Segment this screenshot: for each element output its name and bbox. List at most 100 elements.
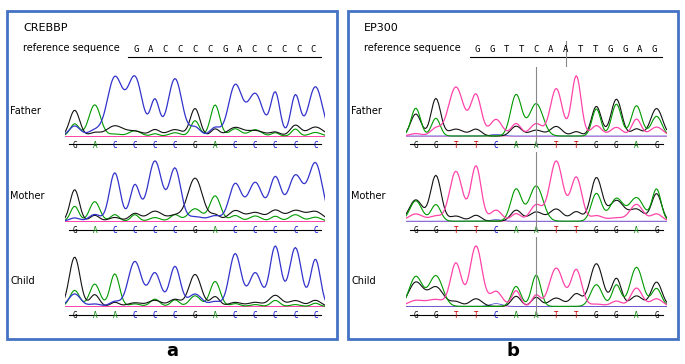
Text: C: C (153, 141, 158, 150)
Text: C: C (494, 311, 499, 320)
Text: C: C (163, 45, 169, 54)
Text: T: T (574, 311, 579, 320)
Text: A: A (514, 141, 519, 150)
Text: A: A (514, 226, 519, 235)
Text: EP300: EP300 (364, 23, 399, 33)
Text: T: T (519, 45, 524, 54)
Text: C: C (153, 311, 158, 320)
Text: G: G (614, 226, 619, 235)
Text: C: C (253, 311, 258, 320)
Text: T: T (578, 45, 584, 54)
Text: C: C (132, 226, 137, 235)
Text: A: A (92, 226, 97, 235)
Text: G: G (192, 141, 197, 150)
Text: Mother: Mother (351, 191, 386, 201)
Text: reference sequence: reference sequence (364, 43, 461, 53)
Text: G: G (192, 311, 197, 320)
Text: C: C (313, 311, 318, 320)
Text: A: A (92, 311, 97, 320)
Text: C: C (173, 311, 177, 320)
Text: T: T (593, 45, 598, 54)
Text: G: G (608, 45, 613, 54)
Text: C: C (293, 311, 298, 320)
Text: G: G (222, 45, 227, 54)
Text: C: C (112, 141, 117, 150)
Text: A: A (534, 141, 538, 150)
Text: C: C (173, 226, 177, 235)
Text: C: C (173, 141, 177, 150)
Text: A: A (213, 226, 217, 235)
Text: G: G (434, 226, 438, 235)
Text: G: G (73, 311, 77, 320)
Text: G: G (73, 141, 77, 150)
Text: G: G (594, 141, 599, 150)
Text: G: G (489, 45, 495, 54)
Text: a: a (166, 343, 178, 360)
Text: C: C (177, 45, 183, 54)
Text: C: C (253, 141, 258, 150)
Text: Mother: Mother (10, 191, 45, 201)
Text: T: T (473, 311, 478, 320)
Text: C: C (233, 226, 238, 235)
Text: C: C (534, 45, 539, 54)
Text: G: G (414, 311, 418, 320)
Text: T: T (554, 141, 558, 150)
FancyBboxPatch shape (7, 11, 337, 339)
Text: C: C (282, 45, 286, 54)
Text: C: C (132, 311, 137, 320)
Text: C: C (273, 311, 277, 320)
Text: G: G (414, 226, 418, 235)
Text: C: C (313, 226, 318, 235)
Text: C: C (251, 45, 257, 54)
Text: C: C (266, 45, 272, 54)
Text: C: C (132, 141, 137, 150)
Text: T: T (574, 226, 579, 235)
Text: C: C (273, 226, 277, 235)
Text: A: A (534, 311, 538, 320)
Text: A: A (563, 45, 569, 54)
Text: G: G (594, 311, 599, 320)
Text: A: A (112, 311, 117, 320)
Text: Father: Father (10, 106, 41, 116)
Text: C: C (253, 226, 258, 235)
Text: A: A (634, 226, 639, 235)
Text: G: G (614, 141, 619, 150)
Text: G: G (434, 141, 438, 150)
Text: A: A (148, 45, 153, 54)
Text: C: C (207, 45, 212, 54)
Text: T: T (554, 311, 558, 320)
Text: C: C (192, 45, 198, 54)
Text: T: T (574, 141, 579, 150)
Text: G: G (192, 226, 197, 235)
Text: T: T (453, 226, 458, 235)
Text: C: C (233, 311, 238, 320)
Text: G: G (614, 311, 619, 320)
Text: A: A (92, 141, 97, 150)
Text: Father: Father (351, 106, 382, 116)
Text: T: T (554, 226, 558, 235)
Text: C: C (313, 141, 318, 150)
Text: A: A (548, 45, 553, 54)
Text: C: C (311, 45, 316, 54)
Text: G: G (654, 226, 659, 235)
Text: G: G (474, 45, 480, 54)
Text: G: G (414, 141, 418, 150)
Text: A: A (534, 226, 538, 235)
Text: C: C (293, 141, 298, 150)
Text: G: G (654, 311, 659, 320)
Text: T: T (453, 141, 458, 150)
Text: T: T (504, 45, 510, 54)
Text: G: G (594, 226, 599, 235)
Text: CREBBP: CREBBP (23, 23, 67, 33)
Text: C: C (273, 141, 277, 150)
Text: A: A (634, 311, 639, 320)
Text: A: A (213, 141, 217, 150)
Text: A: A (634, 141, 639, 150)
Text: T: T (453, 311, 458, 320)
Text: G: G (654, 141, 659, 150)
FancyBboxPatch shape (348, 11, 678, 339)
Text: A: A (213, 311, 217, 320)
Text: T: T (473, 226, 478, 235)
Text: reference sequence: reference sequence (23, 43, 120, 53)
Text: A: A (514, 311, 519, 320)
